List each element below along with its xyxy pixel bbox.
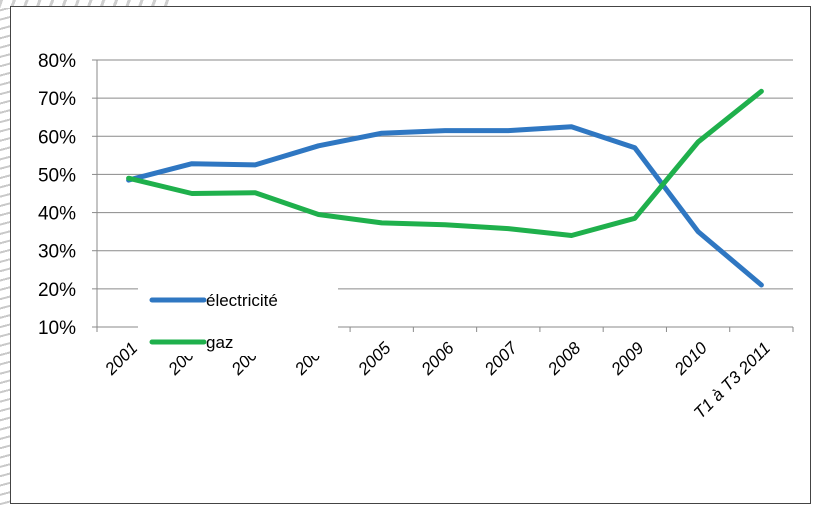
x-tick-label: 2010 [670, 338, 711, 379]
y-tick-label: 20% [38, 280, 76, 301]
decorative-edge [0, 0, 12, 506]
x-tick-label: 2001 [101, 338, 142, 379]
y-tick-label: 10% [38, 318, 76, 339]
y-tick-label: 30% [38, 242, 76, 263]
legend: électricité gaz [138, 280, 338, 356]
x-tick-label: 2007 [480, 338, 521, 379]
legend-label: électricité [206, 291, 278, 310]
decorative-top-strip [0, 0, 170, 8]
chart-frame [10, 6, 811, 504]
x-tick-label: 2006 [417, 338, 458, 379]
gridlines [97, 59, 793, 290]
x-tick-label: 2005 [354, 338, 395, 379]
y-tick-label: 60% [38, 127, 76, 148]
x-tick-label: 2009 [607, 338, 648, 379]
y-tick-label: 40% [38, 204, 76, 225]
series-line-gaz [126, 88, 764, 238]
x-tick-label: 2008 [543, 338, 584, 379]
series-line-electricite [126, 124, 764, 288]
y-tick-label: 50% [38, 165, 76, 186]
series-lines [126, 88, 764, 288]
y-tick-label: 80% [38, 51, 76, 72]
y-tick-labels: 10% 20% 30% 40% 50% 60% 70% 80% [38, 51, 76, 339]
y-tick-label: 70% [38, 89, 76, 110]
legend-label: gaz [206, 333, 233, 352]
